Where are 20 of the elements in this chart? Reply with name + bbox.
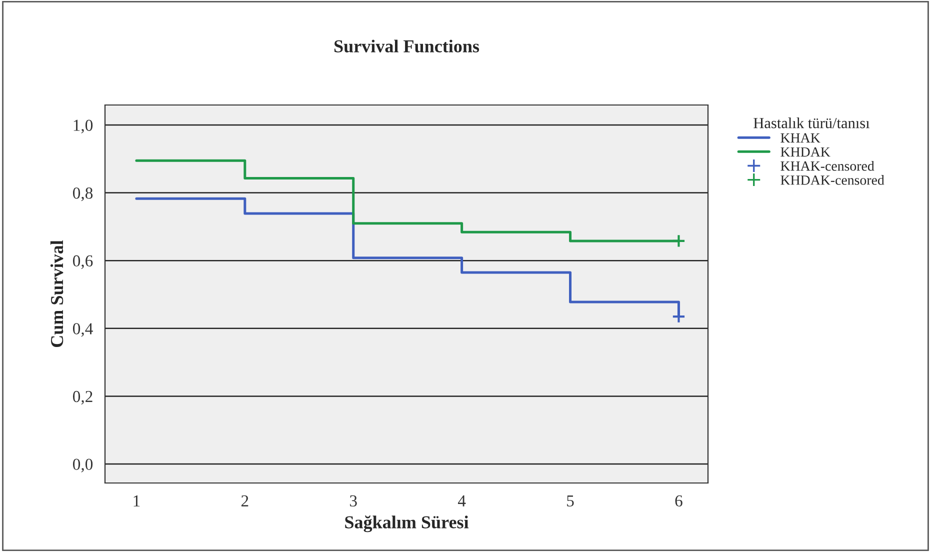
legend-label: KHDAK	[780, 147, 830, 157]
y-axis-title: Cum Survival	[50, 240, 64, 348]
legend-title: Hastalık türü/tanısı	[754, 118, 870, 128]
y-tick-label: 1,0	[74, 120, 93, 134]
y-tick-label: 0,6	[72, 255, 93, 269]
x-tick-label: 5	[567, 495, 574, 507]
legend-label: KHAK-censored	[780, 160, 874, 171]
x-tick-label: 6	[675, 495, 682, 507]
x-tick-label: 3	[350, 495, 357, 507]
y-tick-label: 0,0	[72, 458, 93, 472]
x-tick-label: 2	[241, 495, 248, 506]
chart-title: Survival Functions	[334, 40, 480, 52]
legend-label: KHDAK-censored	[780, 175, 884, 185]
y-tick-label: 0,2	[72, 390, 92, 405]
legend-label: KHAK	[780, 133, 820, 142]
x-tick-label: 1	[134, 495, 140, 506]
y-tick-label: 0,4	[72, 323, 93, 337]
y-tick-label: 0,8	[72, 188, 93, 202]
x-axis-title: Sağkalım Süresi	[345, 515, 469, 532]
x-tick-label: 4	[458, 495, 466, 506]
